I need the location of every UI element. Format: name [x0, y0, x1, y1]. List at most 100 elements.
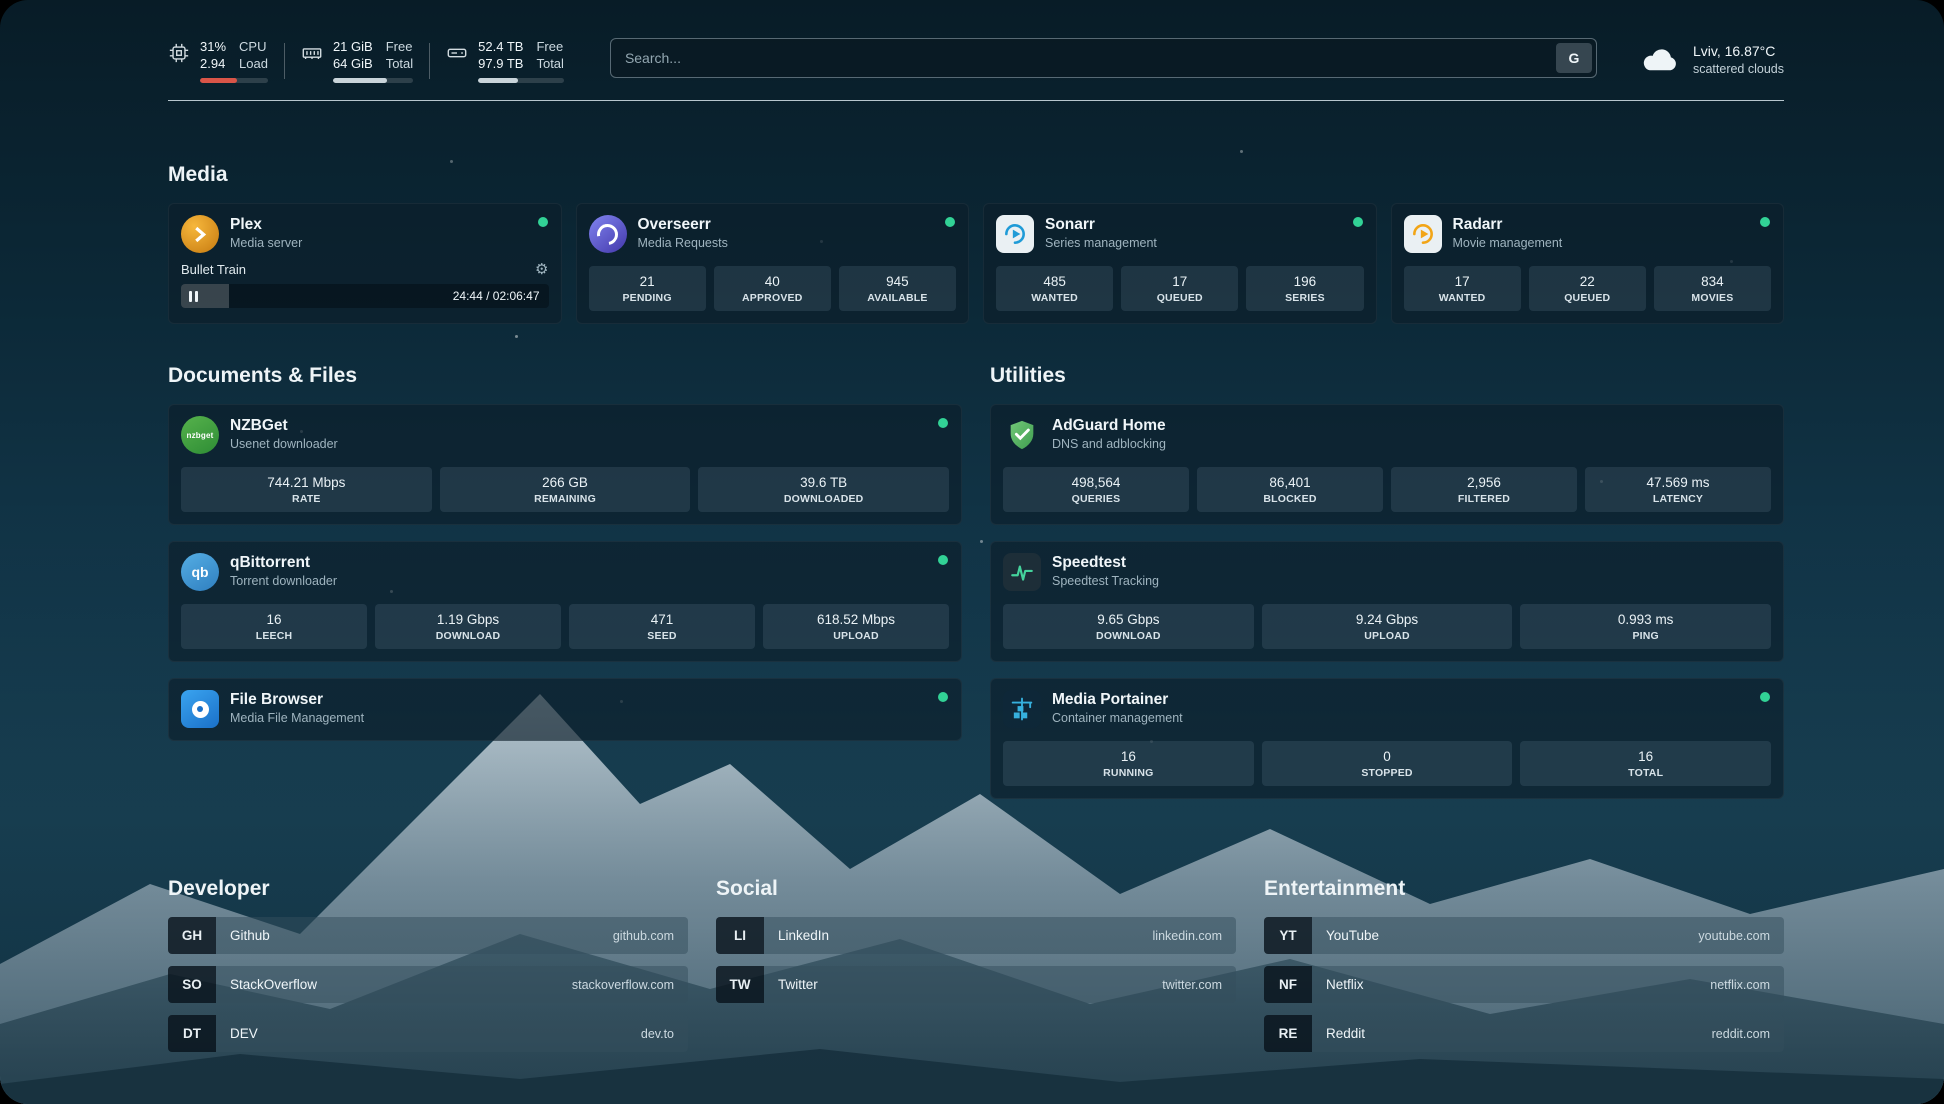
stat-box: 945 AVAILABLE [838, 266, 957, 311]
bookmark-group-social: Social LI LinkedIn linkedin.com TW Twitt… [716, 877, 1236, 1064]
app-description: Movie management [1452, 236, 1563, 251]
pause-icon[interactable] [189, 290, 198, 302]
radarr-link[interactable]: Radarr Movie management [1403, 215, 1772, 253]
app-name: AdGuard Home [1052, 417, 1166, 434]
app-description: Container management [1052, 711, 1183, 726]
social-group-title: Social [716, 877, 778, 900]
adguard-icon [1003, 416, 1041, 454]
status-indicator [537, 217, 548, 227]
sonarr-link[interactable]: Sonarr Series management [996, 215, 1364, 253]
overseerr-link[interactable]: Overseerr Media Requests [588, 215, 957, 253]
card-radarr: Radarr Movie management 17 WANTED 22 QUE… [1390, 203, 1784, 324]
disk-free-value: 52.4 TB [478, 39, 524, 55]
memory-total-label: Total [385, 56, 414, 71]
stat-box: 834 MOVIES [1653, 266, 1772, 311]
bookmark-name: YouTube [1326, 928, 1380, 943]
card-portainer: Media Portainer Container management 16 … [990, 678, 1784, 799]
bookmark-stackoverflow[interactable]: SO StackOverflow stackoverflow.com [168, 966, 688, 1003]
status-indicator [1352, 217, 1363, 227]
cpu-progress-fill [200, 77, 238, 83]
bookmark-name: DEV [230, 1026, 258, 1041]
disk-icon [446, 42, 468, 64]
bookmark-url: reddit.com [1711, 1026, 1770, 1041]
bookmark-group-developer: Developer GH Github github.com SO StackO… [168, 877, 688, 1064]
app-description: Speedtest Tracking [1052, 574, 1160, 589]
app-name: Speedtest [1052, 554, 1127, 571]
nzbget-link[interactable]: nzbget NZBGet Usenet downloader [181, 416, 949, 454]
stat-box: 485 WANTED [996, 266, 1114, 311]
bookmark-youtube[interactable]: YT YouTube youtube.com [1264, 917, 1784, 954]
bookmark-abbr: DT [168, 1015, 216, 1052]
disk-metric: 52.4 TB 97.9 TB Free Total [446, 39, 564, 83]
bookmark-name: Github [230, 928, 270, 943]
stat-box: 47.569 ms LATENCY [1585, 467, 1771, 512]
portainer-link[interactable]: Media Portainer Container management [1003, 690, 1771, 728]
memory-free-value: 21 GiB [332, 39, 373, 55]
gear-icon[interactable]: ⚙ [535, 261, 549, 278]
search-input[interactable] [610, 50, 1556, 66]
bookmark-github[interactable]: GH Github github.com [168, 917, 688, 954]
app-description: Series management [1045, 236, 1157, 251]
app-description: Media Requests [637, 236, 728, 251]
cpu-load-value: 2.94 [200, 56, 226, 71]
card-overseerr: Overseerr Media Requests 21 PENDING 40 A… [575, 203, 969, 324]
stat-box: 0.993 ms PING [1520, 604, 1772, 649]
bookmark-name: Netflix [1326, 977, 1364, 992]
section-media: Media Plex Media server [168, 163, 1784, 324]
card-filebrowser: File Browser Media File Management [168, 678, 962, 741]
memory-progress-bar [332, 77, 414, 83]
qbittorrent-link[interactable]: qb qBittorrent Torrent downloader [181, 553, 949, 591]
weather-location: Lviv, 16.87°C [1692, 42, 1776, 59]
bookmark-dev[interactable]: DT DEV dev.to [168, 1015, 688, 1052]
bookmark-abbr: NF [1264, 966, 1312, 1003]
bookmark-name: LinkedIn [778, 928, 830, 943]
stat-box: 22 QUEUED [1528, 266, 1646, 311]
disk-free-label: Free [536, 39, 564, 55]
status-indicator [938, 692, 948, 702]
stat-box: 9.65 Gbps DOWNLOAD [1003, 604, 1254, 649]
bookmark-linkedin[interactable]: LI LinkedIn linkedin.com [716, 917, 1236, 954]
cpu-metric: 31% 2.94 CPU Load [168, 39, 268, 83]
filebrowser-icon [181, 690, 219, 728]
stat-box: 17 QUEUED [1121, 266, 1239, 311]
nzbget-icon: nzbget [181, 416, 219, 454]
stat-box: 9.24 Gbps UPLOAD [1261, 604, 1513, 649]
status-indicator [1760, 692, 1770, 702]
bookmark-url: stackoverflow.com [571, 977, 674, 992]
adguard-link[interactable]: AdGuard Home DNS and adblocking [1003, 416, 1771, 454]
search-engine-button[interactable]: G [1555, 43, 1592, 73]
disk-progress-bar [478, 77, 564, 83]
stat-box: 471 SEED [569, 604, 755, 649]
card-adguard: AdGuard Home DNS and adblocking 498,564 … [990, 404, 1784, 525]
stat-box: 21 PENDING [588, 266, 706, 311]
speedtest-link[interactable]: Speedtest Speedtest Tracking [1003, 553, 1771, 591]
bookmark-name: Reddit [1326, 1026, 1366, 1041]
cpu-label: CPU [239, 39, 267, 55]
cpu-progress-bar [200, 77, 268, 83]
stat-box: 1.19 Gbps DOWNLOAD [375, 604, 561, 649]
playback-progress-bar[interactable]: 24:44 / 02:06:47 [181, 284, 549, 308]
app-description: Media File Management [230, 711, 365, 726]
bookmark-reddit[interactable]: RE Reddit reddit.com [1264, 1015, 1784, 1052]
card-plex: Plex Media server Bullet Train ⚙ 24:44 /… [168, 203, 562, 324]
weather-widget[interactable]: Lviv, 16.87°C scattered clouds [1639, 43, 1784, 76]
utilities-section-title: Utilities [990, 364, 1066, 387]
app-description: DNS and adblocking [1052, 437, 1166, 452]
bookmark-twitter[interactable]: TW Twitter twitter.com [716, 966, 1236, 1003]
filebrowser-link[interactable]: File Browser Media File Management [181, 690, 949, 728]
overseerr-icon [588, 215, 627, 253]
plex-link[interactable]: Plex Media server [181, 215, 549, 253]
bookmark-abbr: YT [1264, 917, 1312, 954]
app-name: Sonarr [1045, 216, 1095, 233]
stat-box: 0 STOPPED [1261, 741, 1513, 786]
disk-total-label: Total [536, 56, 564, 71]
top-bar: 31% 2.94 CPU Load [168, 34, 1784, 88]
speedtest-icon [1003, 553, 1041, 591]
stat-box: 16 TOTAL [1520, 741, 1772, 786]
status-indicator [1760, 217, 1770, 227]
app-name: Overseerr [637, 216, 711, 233]
bookmark-netflix[interactable]: NF Netflix netflix.com [1264, 966, 1784, 1003]
developer-group-title: Developer [168, 877, 270, 900]
cloud-icon [1639, 44, 1681, 74]
